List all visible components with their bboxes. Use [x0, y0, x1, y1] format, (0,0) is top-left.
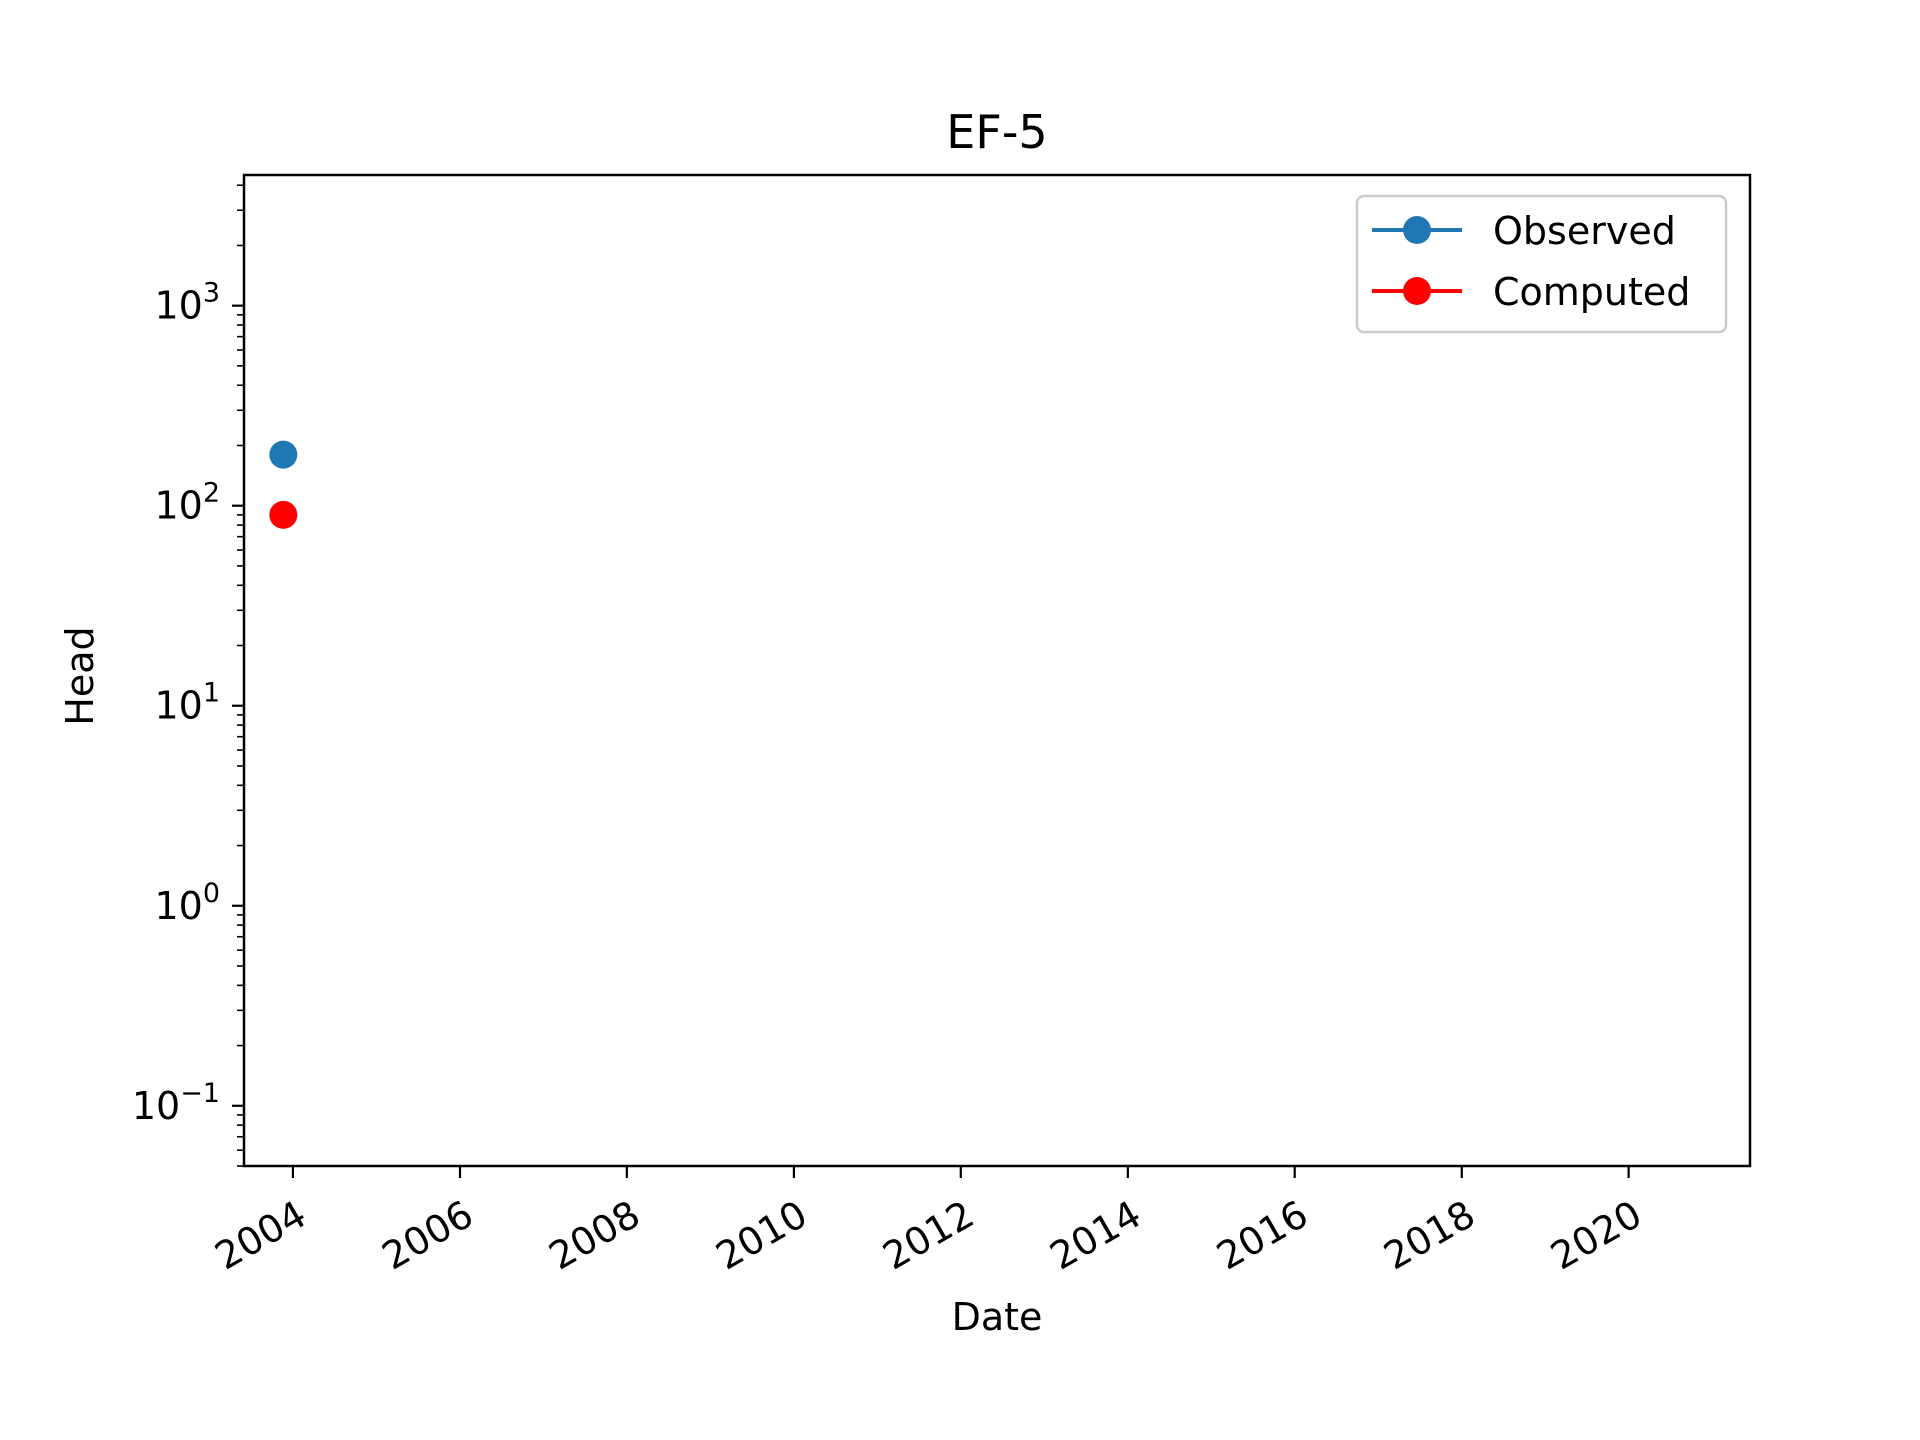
x-tick-label-2012: 2012 — [876, 1192, 982, 1278]
legend-marker-observed — [1403, 216, 1431, 244]
x-tick-label-2008: 2008 — [542, 1192, 648, 1278]
y-tick-label: 101 — [154, 678, 220, 728]
x-tick-label-2018: 2018 — [1377, 1192, 1483, 1278]
plot-frame — [242, 173, 1752, 1168]
x-tick-label-2010: 2010 — [709, 1192, 815, 1278]
x-axis-label: Date — [952, 1295, 1043, 1339]
data-point-computed — [269, 500, 298, 529]
x-tick-label-2006: 2006 — [375, 1192, 481, 1278]
legend-label-computed: Computed — [1493, 270, 1690, 314]
legend-label-observed: Observed — [1493, 209, 1676, 253]
y-axis: 10−1 100 101 102 103 — [132, 184, 244, 1167]
y-axis-label: Head — [58, 626, 102, 725]
y-tick-label: 10−1 — [132, 1078, 220, 1128]
legend-marker-computed — [1403, 277, 1431, 305]
x-tick-label-2014: 2014 — [1043, 1192, 1149, 1278]
chart-title: EF-5 — [946, 105, 1047, 159]
y-tick-label: 100 — [154, 878, 220, 928]
legend: Observed Computed — [1355, 194, 1728, 334]
data-point-observed — [269, 440, 298, 469]
y-tick-label: 103 — [154, 278, 220, 328]
x-axis: 2004 2006 2008 2010 2012 2014 2016 2018 2020 — [208, 1166, 1649, 1278]
data-points — [269, 440, 298, 529]
y-tick-label: 102 — [154, 478, 220, 528]
x-tick-label-2016: 2016 — [1209, 1192, 1315, 1278]
x-tick-label-2020: 2020 — [1543, 1192, 1649, 1278]
x-tick-label-2004: 2004 — [208, 1192, 314, 1278]
plot-area — [242, 173, 1752, 1168]
